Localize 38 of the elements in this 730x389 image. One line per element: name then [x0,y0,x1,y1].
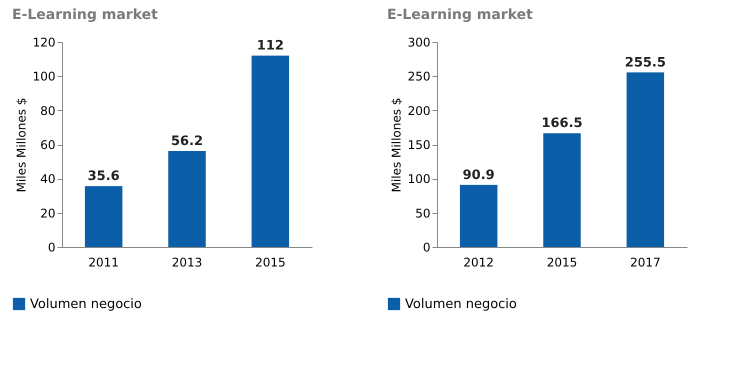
legend-label: Volumen negocio [30,297,142,312]
chart-title: E-Learning market [12,7,158,23]
data-label: 35.6 [88,169,120,184]
legend-label: Volumen negocio [405,297,517,312]
data-label: 255.5 [624,55,666,70]
y-tick-label: 0 [422,240,430,254]
y-tick-label: 50 [415,206,430,220]
x-tick-label: 2013 [172,256,202,270]
y-tick-label: 120 [32,36,56,50]
data-label: 90.9 [462,168,495,183]
bar [626,72,664,247]
bar [168,150,206,247]
y-tick-label: 300 [408,36,430,50]
y-tick-label: 200 [408,104,430,118]
data-label: 166.5 [541,116,583,132]
x-tick-label: 2012 [463,256,494,270]
y-tick-label: 20 [40,206,56,220]
y-tick-label: 60 [40,138,56,152]
x-tick-label: 2017 [630,256,661,270]
data-label: 56.2 [170,134,204,149]
y-tick-label: 0 [48,240,56,254]
y-tick-label: 100 [408,172,430,186]
bar [84,186,122,247]
x-tick-label: 2015 [255,256,286,270]
x-tick-label: 2015 [546,256,578,270]
y-tick-label: 80 [40,104,56,118]
y-axis-title: Miles Millones $ [390,98,404,192]
x-tick-label: 2011 [88,256,119,270]
chart-title: E-Learning market [387,7,534,23]
y-tick-label: 250 [408,70,430,84]
bar [543,133,581,247]
y-tick-label: 40 [40,172,56,186]
y-axis-title: Miles Millones $ [14,98,29,192]
y-tick-label: 150 [408,138,430,152]
data-label: 112 [256,38,284,54]
bar [252,56,290,247]
y-tick-label: 100 [32,70,56,84]
bar [460,184,498,247]
